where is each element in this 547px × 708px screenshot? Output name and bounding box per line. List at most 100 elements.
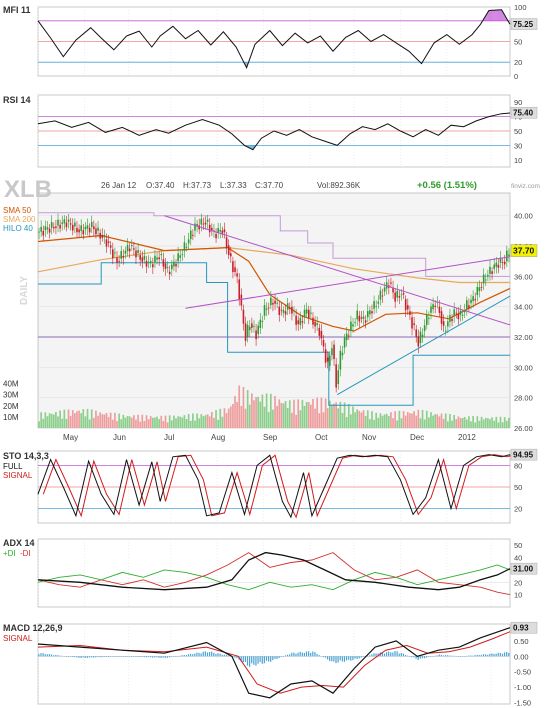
macd-histogram-bar [90, 656, 93, 658]
volume-bar [379, 413, 382, 428]
candle-body [145, 260, 148, 267]
macd-histogram-bar [213, 652, 215, 657]
candle-body [329, 355, 331, 366]
macd-histogram-bar [234, 656, 236, 658]
candle-body [343, 337, 346, 348]
volume-bar [219, 408, 222, 428]
macd-histogram-bar [48, 654, 51, 657]
volume-bar [147, 419, 150, 428]
macd-histogram-bar [350, 656, 352, 661]
macd-histogram-bar [242, 656, 244, 663]
candle-body [286, 303, 289, 310]
volume-bar [244, 408, 247, 428]
volume-bar [455, 419, 458, 428]
volume-bar [158, 419, 160, 428]
volume-bar [246, 389, 249, 428]
candle-body [126, 244, 129, 252]
macd-histogram-bar [267, 656, 270, 662]
volume-bar [90, 409, 93, 428]
macd-histogram-bar [381, 652, 383, 657]
macd-histogram-bar [261, 656, 263, 664]
candle-body [118, 261, 120, 263]
macd-histogram-bar [444, 655, 447, 657]
macd-histogram-bar [480, 654, 482, 657]
candle-body [451, 318, 453, 322]
volume-bar [320, 397, 323, 428]
macd-histogram-bar [485, 654, 487, 657]
candle-body [192, 234, 194, 236]
sto-value-label: 94.95 [513, 451, 534, 460]
macd-histogram-bar [202, 651, 204, 657]
volume-bar [339, 401, 342, 428]
volume-bar [111, 419, 114, 428]
candle-body [202, 223, 205, 225]
macd-panel [37, 623, 511, 705]
candle-body [114, 252, 116, 254]
volume-bar [229, 406, 232, 428]
volume-bar [143, 421, 146, 428]
macd-histogram-bar [141, 656, 143, 657]
candle-body [139, 255, 141, 260]
volume-bar [358, 410, 361, 428]
candle-body [206, 219, 209, 222]
macd-histogram-bar [354, 656, 356, 659]
candle-body [339, 350, 342, 370]
candle-body [223, 229, 226, 233]
macd-histogram-bar [166, 656, 169, 658]
macd-histogram-bar [78, 656, 80, 658]
macd-histogram-bar [278, 656, 280, 659]
volume-bar [187, 414, 190, 428]
candle-body [310, 312, 312, 314]
volume-bar [265, 393, 268, 428]
candle-body [74, 222, 76, 227]
ticker-symbol: XLB [4, 176, 52, 203]
macd-histogram-bar [158, 656, 160, 658]
candle-body [109, 245, 112, 248]
volume-bar [269, 393, 272, 428]
volume-bar [248, 404, 251, 428]
volume-bar [347, 404, 350, 428]
macd-histogram-bar [40, 653, 42, 657]
candle-body [303, 309, 306, 318]
candle-body [501, 262, 504, 264]
candle-body [82, 230, 85, 235]
volume-bar [497, 422, 500, 428]
macd-histogram-bar [508, 652, 510, 657]
quote-high: H:37.73 [183, 181, 212, 190]
volume-bar [423, 419, 426, 428]
brand-watermark: finviz.com [511, 183, 540, 190]
volume-bar [44, 412, 47, 428]
sto-tick-label: 80 [514, 461, 522, 470]
volume-bar [48, 413, 51, 428]
macd-histogram-bar [139, 656, 141, 657]
macd-histogram-bar [114, 656, 116, 657]
daily-side-label: DAILY [19, 276, 30, 305]
volume-bar [120, 419, 123, 428]
volume-bar [491, 417, 493, 428]
macd-histogram-bar [122, 656, 124, 657]
candle-body [409, 311, 411, 315]
macd-histogram-bar [198, 652, 200, 657]
volume-bar [76, 411, 78, 428]
macd-histogram-bar [383, 653, 386, 657]
macd-histogram-bar [503, 652, 506, 657]
volume-bar [314, 408, 316, 428]
volume-bar [432, 415, 434, 428]
volume-bar [181, 417, 184, 428]
mfi-value-label-bg [510, 18, 538, 30]
volume-bar [310, 404, 312, 428]
macd-histogram-bar [192, 654, 194, 657]
volume-bar [170, 420, 173, 428]
rsi-tick-label: 10 [514, 156, 522, 165]
volume-bar [84, 416, 87, 428]
macd-histogram-bar [455, 655, 457, 657]
macd-histogram-bar [385, 652, 388, 657]
volume-bar [272, 409, 274, 428]
month-label: Aug [211, 433, 225, 442]
candle-body [415, 329, 418, 338]
candle-body [299, 317, 302, 325]
volume-bar [50, 413, 53, 428]
rsi-line [37, 112, 511, 151]
candle-body [55, 226, 57, 228]
minus-di-label: -DI [20, 549, 31, 558]
